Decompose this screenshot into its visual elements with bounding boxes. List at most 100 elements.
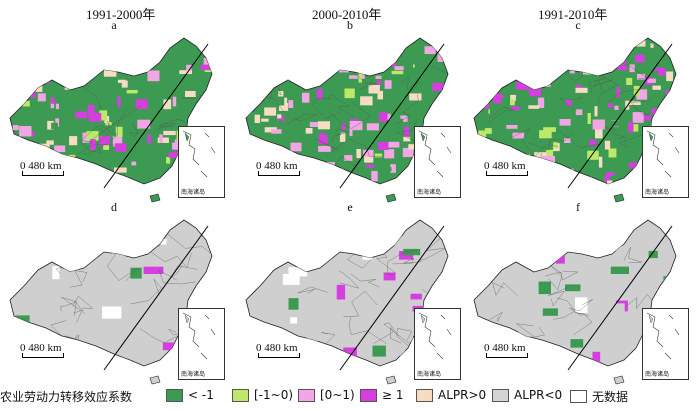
region-patch [90,139,96,150]
region-patch [119,52,129,61]
region-patch [316,88,323,100]
hu-line [103,225,209,371]
region-patch [103,145,110,150]
region-patch [271,129,282,134]
region-patch [496,81,506,86]
region-patch [626,77,633,85]
region-patch [535,44,544,49]
region-patch [608,148,617,158]
region-patch [575,87,588,93]
region-patch [254,114,260,123]
region-patch [516,81,529,90]
region-patch [114,167,127,173]
region-patch [664,101,675,110]
region-patch [541,81,551,87]
region-patch [478,149,485,159]
region-patch [22,79,26,86]
region-patch [384,80,392,89]
region-patch [260,183,274,184]
region-patch [10,85,18,97]
region-patch [344,88,355,99]
region-patch [591,285,606,295]
hainan-island [149,375,161,385]
scale-label: 0 480 km [484,160,526,172]
region-patch [555,50,568,54]
region-patch [344,188,350,199]
region-patch [138,160,145,167]
region-patch [200,64,212,71]
region-patch [354,139,361,145]
china-map [473,37,677,203]
region-patch [497,146,502,154]
region-patch [166,157,171,164]
region-patch [262,52,273,62]
region-patch [255,148,261,158]
region-patch [325,351,344,362]
region-patch [606,172,615,176]
region-patch [137,57,141,61]
region-patch [336,57,341,62]
region-patch [75,168,86,179]
region-patch [415,107,422,113]
region-patch [124,232,140,248]
region-patch [338,187,348,193]
region-patch [372,345,386,357]
region-patch [575,297,588,313]
region-patch [50,101,55,109]
region-patch [55,103,59,110]
region-patch [564,138,571,143]
region-patch [28,75,37,84]
region-patch [368,85,380,94]
region-patch [637,73,646,80]
panel-label: b [347,18,353,32]
region-patch [547,319,562,327]
region-patch [403,126,410,137]
legend-label: < -1 [188,388,214,402]
region-patch [483,51,493,57]
region-patch [185,91,196,97]
region-patch [606,303,625,315]
region-patch [587,150,599,160]
region-patch [126,44,134,50]
region-patch [140,145,144,156]
south-china-sea-inset: 南海诸岛 [178,126,225,198]
region-patch [403,248,421,256]
region-patch [87,70,93,79]
region-patch [166,176,171,181]
region-patch [284,71,295,81]
region-patch [266,180,278,184]
inset-label: 南海诸岛 [417,189,442,196]
region-patch [634,182,639,184]
south-china-sea-inset: 南海诸岛 [642,126,689,198]
region-patch [112,136,123,147]
region-patch [288,267,308,277]
region-patch [109,227,116,242]
region-patch [575,109,583,116]
region-patch [318,134,328,145]
region-patch [312,242,328,251]
region-patch [24,77,31,87]
region-patch [22,100,30,107]
map-panel-e: e 0 480 km 南海诸岛 [236,200,464,385]
legend-item-no-data: 无数据 [570,388,628,405]
region-patch [19,126,32,137]
region-patch [170,185,178,190]
south-china-sea-inset: 南海诸岛 [642,308,689,380]
region-patch [632,112,644,123]
region-patch [52,266,60,280]
region-patch [635,40,646,47]
region-patch [409,111,420,122]
region-patch [650,43,654,48]
scale-bar [258,353,300,358]
region-patch [434,119,448,125]
region-patch [341,122,346,131]
hainan-island [149,193,161,203]
region-patch [334,308,344,315]
region-patch [538,281,551,295]
region-patch [34,186,37,197]
region-patch [17,55,25,60]
region-patch [537,172,548,177]
region-patch [362,62,374,67]
legend-title: 农业劳动力转移效应系数 [0,390,133,404]
region-patch [525,247,540,262]
